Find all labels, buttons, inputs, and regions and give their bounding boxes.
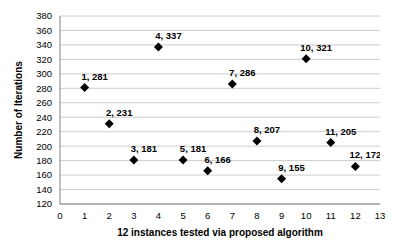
svg-text:340: 340 xyxy=(36,39,52,50)
svg-text:0: 0 xyxy=(57,210,62,221)
svg-text:12 instances tested via propos: 12 instances tested via proposed algorit… xyxy=(117,227,323,238)
svg-text:12, 172: 12, 172 xyxy=(350,149,380,160)
svg-text:1, 281: 1, 281 xyxy=(81,71,108,82)
svg-text:2, 231: 2, 231 xyxy=(106,107,133,118)
svg-text:8, 207: 8, 207 xyxy=(254,124,280,135)
svg-text:1: 1 xyxy=(82,210,87,221)
svg-text:4: 4 xyxy=(156,210,161,221)
svg-text:2: 2 xyxy=(107,210,112,221)
svg-text:7, 286: 7, 286 xyxy=(229,67,255,78)
svg-text:11: 11 xyxy=(326,210,336,221)
svg-text:4, 337: 4, 337 xyxy=(155,30,181,41)
svg-text:5: 5 xyxy=(180,210,185,221)
svg-text:200: 200 xyxy=(36,141,52,152)
svg-text:9: 9 xyxy=(279,210,284,221)
svg-text:9, 155: 9, 155 xyxy=(278,162,305,173)
svg-text:380: 380 xyxy=(36,10,52,21)
svg-text:12: 12 xyxy=(350,210,361,221)
svg-text:180: 180 xyxy=(36,155,52,166)
svg-text:120: 120 xyxy=(36,198,52,209)
svg-text:260: 260 xyxy=(36,97,52,108)
svg-text:7: 7 xyxy=(230,210,235,221)
svg-text:300: 300 xyxy=(36,68,52,79)
svg-text:6: 6 xyxy=(205,210,210,221)
svg-text:8: 8 xyxy=(254,210,259,221)
svg-text:10, 321: 10, 321 xyxy=(300,42,332,53)
svg-text:220: 220 xyxy=(36,126,52,137)
svg-text:11, 205: 11, 205 xyxy=(325,126,357,137)
svg-text:360: 360 xyxy=(36,25,52,36)
svg-text:10: 10 xyxy=(301,210,312,221)
svg-text:240: 240 xyxy=(36,112,52,123)
svg-text:140: 140 xyxy=(36,184,52,195)
svg-text:320: 320 xyxy=(36,54,52,65)
svg-text:5, 181: 5, 181 xyxy=(180,143,207,154)
svg-text:3, 181: 3, 181 xyxy=(131,143,158,154)
svg-text:6, 166: 6, 166 xyxy=(204,154,230,165)
svg-text:13: 13 xyxy=(375,210,386,221)
svg-text:3: 3 xyxy=(131,210,136,221)
svg-text:Number of Iterations: Number of Iterations xyxy=(13,61,24,159)
svg-text:280: 280 xyxy=(36,83,52,94)
svg-text:160: 160 xyxy=(36,169,52,180)
